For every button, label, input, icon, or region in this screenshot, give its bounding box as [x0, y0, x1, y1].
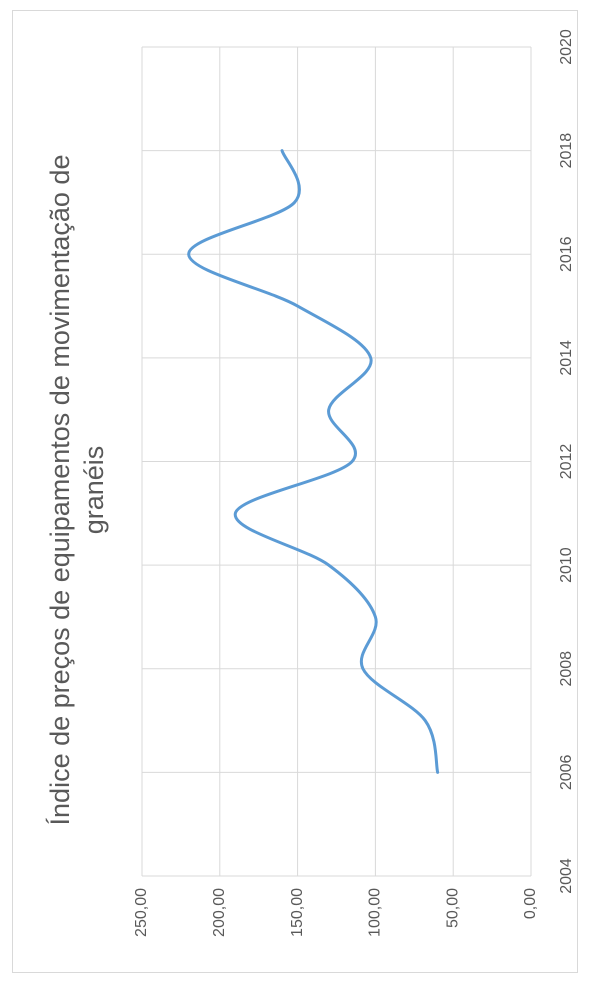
x-tick-label: 2014 — [558, 340, 575, 376]
y-tick-label: 200,00 — [211, 888, 228, 937]
x-tick-label: 2006 — [558, 754, 575, 790]
x-tick-label: 2018 — [558, 133, 575, 169]
x-tick-label: 2010 — [558, 547, 575, 583]
x-axis: 2004 2006 2008 2010 2012 2014 2016 2018 2020 — [558, 29, 575, 894]
x-tick-label: 2004 — [558, 858, 575, 894]
chart-title: Índice de preços de equipamentos de movi… — [45, 155, 109, 826]
y-tick-label: 150,00 — [289, 888, 306, 937]
y-tick-label: 100,00 — [367, 888, 384, 937]
grid — [141, 46, 532, 877]
y-tick-label: 0,00 — [522, 888, 539, 919]
x-tick-label: 2008 — [558, 651, 575, 687]
series-line — [187, 149, 440, 774]
x-tick-label: 2016 — [558, 236, 575, 272]
y-tick-label: 50,00 — [444, 888, 461, 928]
chart-title-line-2: granéis — [79, 446, 109, 535]
x-tick-label: 2020 — [558, 29, 575, 65]
series-line-layer — [187, 149, 440, 774]
y-tick-label: 250,00 — [133, 888, 150, 937]
chart-title-line-1: Índice de preços de equipamentos de movi… — [45, 155, 75, 826]
y-axis: 0,00 50,00 100,00 150,00 200,00 250,00 — [133, 888, 539, 937]
x-tick-label: 2012 — [558, 444, 575, 480]
